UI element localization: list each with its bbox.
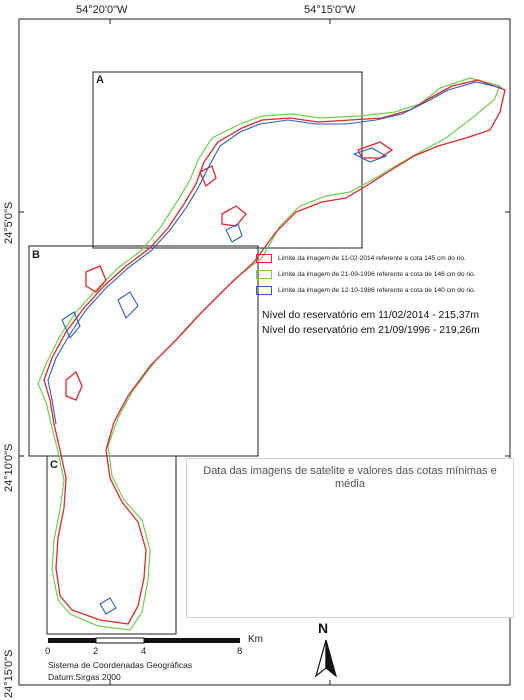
coordinate-system: Sistema de Coordenadas Geográficas xyxy=(48,660,193,670)
legend-item-1986: Limite da imagem de 12-10-1986 referente… xyxy=(256,282,504,298)
scale-tick-2: 2 xyxy=(93,646,99,657)
graticule-ticks xyxy=(19,19,510,685)
reservoir-levels: Nível do reservatório em 11/02/2014 - 21… xyxy=(262,308,480,338)
coord-top-1: 54°20'0"W xyxy=(76,4,128,16)
map-legend: Limite da imagem de 11-02-2014 referente… xyxy=(256,250,504,298)
scale-unit: Km xyxy=(248,634,263,645)
legend-label: Limite da imagem de 11-02-2014 referente… xyxy=(278,254,466,262)
scale-tick-0: 0 xyxy=(45,646,51,657)
scale-tick-8: 8 xyxy=(237,646,243,657)
coord-top-2: 54°15'0"W xyxy=(304,4,356,16)
level-2014: Nível do reservatório em 11/02/2014 - 21… xyxy=(262,310,479,321)
legend-label: Limite da imagem de 21-09-1996 referente… xyxy=(278,270,476,278)
legend-item-1996: Limite da imagem de 21-09-1996 referente… xyxy=(256,266,504,282)
coord-left-3: 24°15'0"S xyxy=(3,649,15,698)
legend-swatch-red xyxy=(256,253,272,263)
scale-bar xyxy=(48,637,240,644)
inset-box-c xyxy=(46,455,177,635)
map-frame xyxy=(18,18,511,686)
north-label: N xyxy=(318,620,329,636)
inset-box-a xyxy=(92,71,363,249)
legend-swatch-blue xyxy=(256,285,272,295)
coord-left-1: 24°5'0"S xyxy=(3,201,15,244)
level-1996: Nível do reservatório em 21/09/1996 - 21… xyxy=(262,325,480,336)
north-arrow xyxy=(314,639,338,678)
chart-panel: Data das imagens de satelite e valores d… xyxy=(186,458,514,618)
inset-box-b xyxy=(28,245,259,457)
legend-swatch-green xyxy=(256,269,272,279)
legend-item-2014: Limite da imagem de 11-02-2014 referente… xyxy=(256,250,504,266)
river-outline-2014 xyxy=(43,79,506,625)
chart-title: Data das imagens de satelite e valores d… xyxy=(203,465,497,490)
river-outline-1986 xyxy=(47,81,503,615)
river-outline-1996 xyxy=(37,77,501,631)
inset-label-b: B xyxy=(32,249,40,261)
scale-tick-4: 4 xyxy=(141,646,147,657)
datum: Datum:Sirgas 2000 xyxy=(48,672,121,682)
coord-left-2: 24°10'0"S xyxy=(3,443,15,492)
legend-label: Limite da imagem de 12-10-1986 referente… xyxy=(278,286,476,294)
inset-label-a: A xyxy=(96,74,104,86)
inset-label-c: C xyxy=(50,459,58,471)
